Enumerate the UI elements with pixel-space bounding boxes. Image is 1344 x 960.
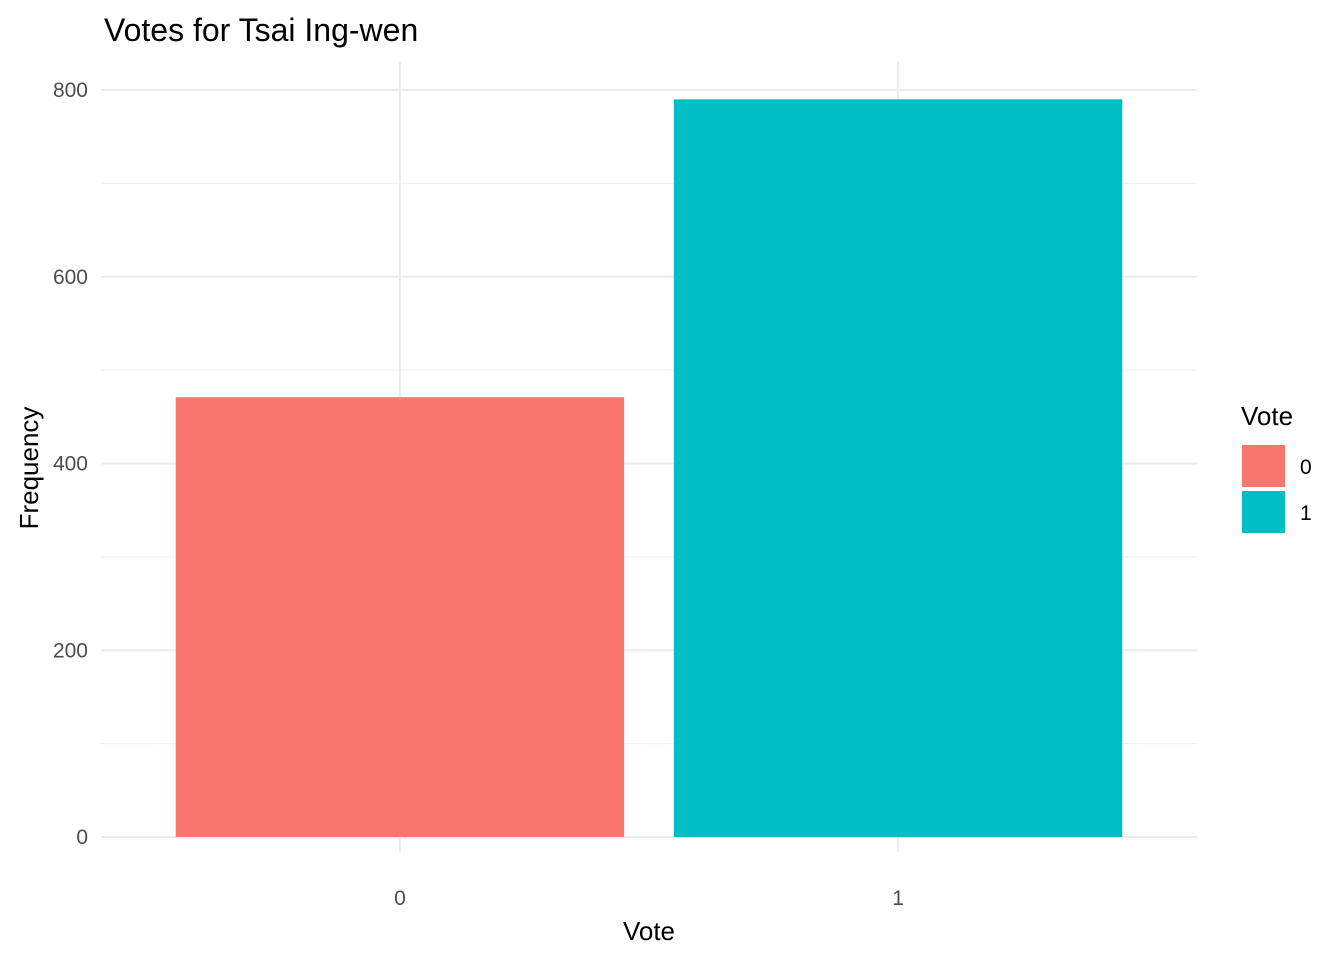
y-tick-label: 600 bbox=[53, 266, 88, 289]
bar-0 bbox=[175, 397, 625, 837]
legend-swatch bbox=[1242, 491, 1285, 533]
bar-1 bbox=[673, 99, 1123, 837]
legend-label: 0 bbox=[1300, 456, 1312, 479]
y-axis-title: Frequency bbox=[14, 407, 44, 530]
legend-entries: 01 bbox=[1242, 445, 1312, 533]
y-tick-label: 800 bbox=[53, 79, 88, 102]
y-axis-ticks: 0 200 400 600 800 bbox=[53, 79, 88, 849]
legend-label: 1 bbox=[1300, 502, 1312, 525]
y-tick-label: 200 bbox=[53, 639, 88, 662]
y-tick-label: 0 bbox=[76, 826, 88, 849]
legend-title: Vote bbox=[1241, 401, 1293, 431]
legend-swatch bbox=[1242, 445, 1285, 487]
x-tick-label: 1 bbox=[892, 887, 904, 910]
x-axis-title: Vote bbox=[623, 916, 675, 946]
legend: Vote 01 bbox=[1241, 401, 1312, 533]
y-tick-label: 400 bbox=[53, 453, 88, 476]
bars bbox=[175, 99, 1123, 837]
x-tick-label: 0 bbox=[394, 887, 406, 910]
chart-title: Votes for Tsai Ing-wen bbox=[104, 12, 418, 48]
